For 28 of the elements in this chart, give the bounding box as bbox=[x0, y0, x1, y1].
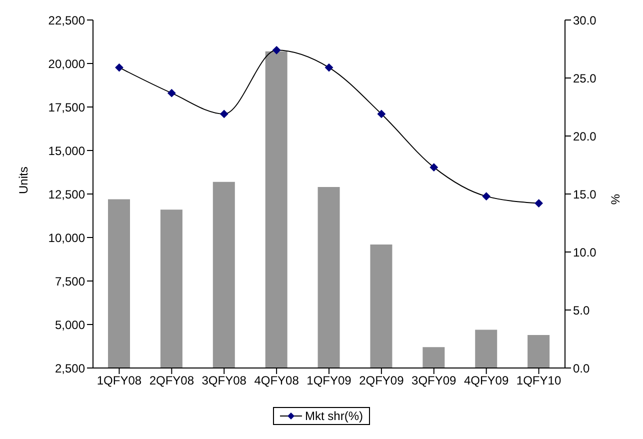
y-tick-label: 10,000 bbox=[48, 230, 86, 245]
y-tick-label: 5,000 bbox=[54, 318, 86, 332]
y-tick-label: 17,500 bbox=[48, 100, 86, 114]
y-tick-label: 20,000 bbox=[48, 56, 86, 71]
y-tick-label: 2,500 bbox=[54, 361, 86, 376]
y-tick-label: 15,000 bbox=[48, 144, 86, 158]
x-tick-label: 3QFY09 bbox=[412, 374, 457, 388]
x-tick-label: 1QFY10 bbox=[516, 374, 562, 388]
y2-axis-title: % bbox=[608, 194, 622, 205]
y2-tick-label: 25.0 bbox=[573, 71, 597, 86]
y-tick-label: 12,500 bbox=[48, 187, 86, 202]
y2-tick-label: 20.0 bbox=[573, 129, 597, 144]
x-tick-label: 3QFY08 bbox=[202, 374, 247, 388]
x-tick-label: 4QFY08 bbox=[254, 374, 300, 388]
y-tick-label: 22,500 bbox=[48, 13, 86, 28]
y2-tick-label: 15.0 bbox=[573, 187, 597, 202]
x-tick-label: 2QFY08 bbox=[149, 374, 194, 388]
y2-tick-label: 10.0 bbox=[573, 245, 597, 260]
x-tick-label: 4QFY09 bbox=[464, 374, 509, 388]
x-tick-label: 1QFY09 bbox=[306, 374, 352, 388]
x-tick-label: 2QFY09 bbox=[359, 374, 404, 388]
y-tick-label: 7,500 bbox=[54, 274, 86, 288]
y2-tick-label: 0.0 bbox=[573, 361, 590, 376]
legend-label: Mkt shr(%) bbox=[305, 409, 363, 423]
y2-tick-label: 5.0 bbox=[573, 303, 590, 318]
y-axis-title: Units bbox=[16, 166, 30, 194]
y2-tick-label: 30.0 bbox=[573, 13, 597, 28]
x-tick-label: 1QFY08 bbox=[96, 374, 142, 388]
